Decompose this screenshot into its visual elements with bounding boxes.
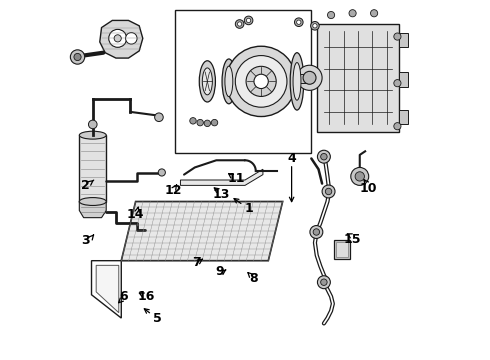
Bar bbox=[334, 240, 350, 259]
Text: 8: 8 bbox=[249, 272, 258, 285]
Circle shape bbox=[245, 16, 253, 25]
Ellipse shape bbox=[202, 68, 212, 95]
Text: 2: 2 bbox=[81, 179, 90, 192]
Polygon shape bbox=[92, 261, 122, 318]
Polygon shape bbox=[180, 169, 263, 185]
Circle shape bbox=[235, 55, 287, 107]
Text: 16: 16 bbox=[138, 290, 155, 303]
Text: 13: 13 bbox=[213, 188, 230, 201]
Text: 9: 9 bbox=[216, 265, 224, 278]
Circle shape bbox=[125, 33, 137, 44]
Circle shape bbox=[394, 123, 401, 130]
Circle shape bbox=[114, 35, 122, 42]
Text: 1: 1 bbox=[244, 202, 253, 215]
Text: 7: 7 bbox=[192, 256, 201, 269]
Circle shape bbox=[327, 12, 335, 19]
Circle shape bbox=[311, 22, 319, 30]
Text: 4: 4 bbox=[287, 152, 296, 165]
Circle shape bbox=[313, 229, 319, 235]
Bar bbox=[399, 72, 408, 87]
Ellipse shape bbox=[222, 59, 236, 104]
Circle shape bbox=[370, 10, 378, 17]
Bar bbox=[399, 33, 408, 47]
Ellipse shape bbox=[79, 198, 106, 206]
Circle shape bbox=[109, 30, 126, 47]
Circle shape bbox=[211, 120, 218, 126]
Circle shape bbox=[394, 80, 401, 87]
Circle shape bbox=[190, 118, 196, 124]
Text: 3: 3 bbox=[81, 234, 90, 247]
Circle shape bbox=[246, 66, 276, 96]
Circle shape bbox=[238, 22, 242, 26]
Ellipse shape bbox=[290, 53, 304, 110]
Circle shape bbox=[89, 120, 97, 129]
Text: 14: 14 bbox=[127, 208, 145, 221]
Ellipse shape bbox=[79, 131, 106, 139]
Circle shape bbox=[303, 71, 316, 84]
Circle shape bbox=[320, 153, 327, 160]
Bar bbox=[399, 110, 408, 125]
Polygon shape bbox=[122, 202, 283, 261]
Circle shape bbox=[310, 226, 323, 238]
Circle shape bbox=[74, 53, 81, 60]
Circle shape bbox=[235, 20, 244, 28]
Ellipse shape bbox=[199, 61, 216, 102]
Circle shape bbox=[351, 167, 368, 185]
Bar bbox=[317, 24, 399, 132]
Text: 11: 11 bbox=[227, 172, 245, 185]
Bar bbox=[175, 10, 311, 153]
Circle shape bbox=[313, 24, 317, 28]
Text: 15: 15 bbox=[344, 233, 361, 246]
Circle shape bbox=[318, 276, 330, 289]
Text: 10: 10 bbox=[360, 183, 377, 195]
Ellipse shape bbox=[293, 63, 301, 100]
Bar bbox=[79, 135, 106, 202]
Text: 6: 6 bbox=[119, 290, 127, 303]
Circle shape bbox=[297, 65, 322, 90]
Circle shape bbox=[204, 120, 211, 127]
Circle shape bbox=[325, 188, 332, 195]
Bar bbox=[336, 242, 348, 257]
Text: 12: 12 bbox=[165, 184, 182, 197]
Circle shape bbox=[155, 113, 163, 122]
Circle shape bbox=[349, 10, 356, 17]
Circle shape bbox=[226, 46, 296, 117]
Circle shape bbox=[318, 150, 330, 163]
Ellipse shape bbox=[225, 66, 233, 96]
Circle shape bbox=[294, 18, 303, 27]
Circle shape bbox=[322, 185, 335, 198]
Circle shape bbox=[246, 18, 251, 23]
Circle shape bbox=[320, 279, 327, 285]
Polygon shape bbox=[96, 265, 119, 313]
Ellipse shape bbox=[158, 169, 166, 176]
Bar bbox=[295, 74, 310, 83]
Circle shape bbox=[197, 120, 203, 126]
Circle shape bbox=[394, 33, 401, 40]
Polygon shape bbox=[79, 202, 106, 218]
Circle shape bbox=[296, 20, 301, 24]
Circle shape bbox=[355, 172, 365, 181]
Circle shape bbox=[71, 50, 85, 64]
Polygon shape bbox=[100, 21, 143, 58]
Text: 5: 5 bbox=[153, 311, 162, 325]
Circle shape bbox=[254, 74, 269, 89]
